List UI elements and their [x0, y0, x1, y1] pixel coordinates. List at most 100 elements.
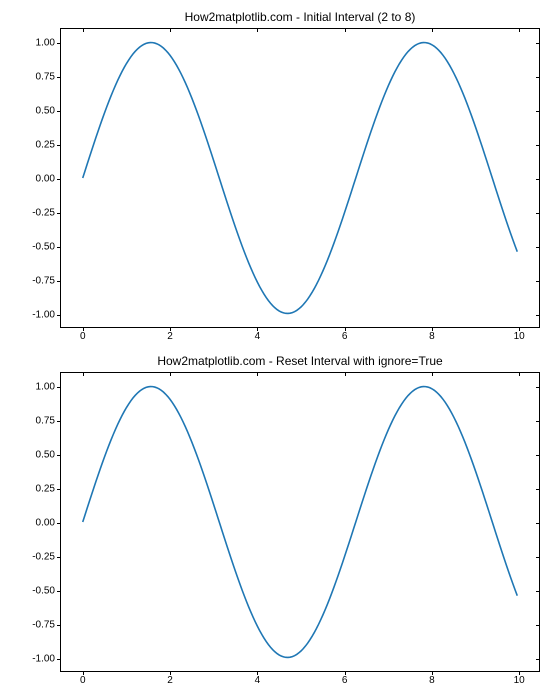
subplot-title: How2matplotlib.com - Initial Interval (2…	[60, 10, 540, 24]
xtick-mark	[519, 671, 520, 675]
ytick-mark	[57, 421, 61, 422]
ytick-label: -0.75	[32, 276, 55, 287]
ytick-label: 0.00	[36, 174, 55, 185]
xtick-mark	[432, 372, 433, 376]
ytick-mark	[536, 77, 540, 78]
ytick-mark	[57, 43, 61, 44]
ytick-mark	[57, 591, 61, 592]
ytick-mark	[536, 489, 540, 490]
xtick-label: 4	[255, 331, 261, 342]
subplot-title: How2matplotlib.com - Reset Interval with…	[60, 354, 540, 368]
xtick-mark	[257, 671, 258, 675]
figure: How2matplotlib.com - Initial Interval (2…	[0, 0, 560, 700]
xtick-mark	[170, 327, 171, 331]
ytick-label: -0.50	[32, 242, 55, 253]
ytick-mark	[536, 315, 540, 316]
ytick-mark	[57, 111, 61, 112]
xtick-mark	[170, 28, 171, 32]
ytick-mark	[536, 43, 540, 44]
ytick-mark	[536, 455, 540, 456]
ytick-mark	[57, 145, 61, 146]
xtick-mark	[345, 372, 346, 376]
ytick-label: -0.25	[32, 208, 55, 219]
xtick-mark	[432, 327, 433, 331]
xtick-mark	[519, 372, 520, 376]
ytick-mark	[536, 387, 540, 388]
xtick-label: 10	[514, 675, 525, 686]
subplot-top: How2matplotlib.com - Initial Interval (2…	[60, 28, 540, 328]
subplot-bottom: How2matplotlib.com - Reset Interval with…	[60, 372, 540, 672]
xtick-mark	[519, 28, 520, 32]
series-line	[83, 43, 518, 314]
plot-area: -1.00-0.75-0.50-0.250.000.250.500.751.00…	[60, 28, 540, 328]
ytick-mark	[536, 179, 540, 180]
xtick-mark	[170, 372, 171, 376]
ytick-label: -0.75	[32, 620, 55, 631]
ytick-mark	[57, 77, 61, 78]
xtick-mark	[432, 671, 433, 675]
line-chart-svg	[61, 29, 539, 327]
ytick-label: 0.00	[36, 518, 55, 529]
ytick-label: 0.75	[36, 71, 55, 82]
xtick-mark	[257, 372, 258, 376]
xtick-label: 0	[80, 331, 86, 342]
ytick-mark	[536, 145, 540, 146]
ytick-label: 0.25	[36, 483, 55, 494]
xtick-mark	[257, 327, 258, 331]
xtick-label: 6	[342, 675, 348, 686]
ytick-label: 0.50	[36, 449, 55, 460]
xtick-label: 10	[514, 331, 525, 342]
ytick-mark	[536, 281, 540, 282]
ytick-mark	[57, 455, 61, 456]
ytick-mark	[536, 625, 540, 626]
ytick-label: -0.50	[32, 586, 55, 597]
xtick-label: 4	[255, 675, 261, 686]
ytick-label: -0.25	[32, 552, 55, 563]
ytick-mark	[57, 247, 61, 248]
xtick-mark	[83, 28, 84, 32]
ytick-mark	[57, 213, 61, 214]
ytick-mark	[57, 315, 61, 316]
ytick-mark	[57, 659, 61, 660]
ytick-mark	[57, 625, 61, 626]
xtick-label: 2	[167, 331, 173, 342]
ytick-mark	[57, 557, 61, 558]
ytick-label: -1.00	[32, 310, 55, 321]
xtick-mark	[83, 671, 84, 675]
ytick-label: 1.00	[36, 381, 55, 392]
ytick-mark	[536, 421, 540, 422]
xtick-label: 6	[342, 331, 348, 342]
ytick-label: 1.00	[36, 37, 55, 48]
xtick-label: 8	[429, 675, 435, 686]
ytick-mark	[57, 179, 61, 180]
ytick-mark	[57, 281, 61, 282]
ytick-mark	[536, 213, 540, 214]
ytick-mark	[536, 111, 540, 112]
line-chart-svg	[61, 373, 539, 671]
ytick-label: 0.25	[36, 139, 55, 150]
ytick-mark	[536, 659, 540, 660]
xtick-mark	[170, 671, 171, 675]
ytick-mark	[536, 523, 540, 524]
xtick-mark	[432, 28, 433, 32]
xtick-label: 0	[80, 675, 86, 686]
ytick-mark	[57, 523, 61, 524]
xtick-label: 2	[167, 675, 173, 686]
xtick-mark	[345, 327, 346, 331]
ytick-mark	[57, 387, 61, 388]
ytick-mark	[536, 247, 540, 248]
xtick-mark	[83, 327, 84, 331]
plot-area: -1.00-0.75-0.50-0.250.000.250.500.751.00…	[60, 372, 540, 672]
xtick-mark	[345, 28, 346, 32]
xtick-mark	[519, 327, 520, 331]
series-line	[83, 387, 518, 658]
ytick-mark	[536, 557, 540, 558]
xtick-label: 8	[429, 331, 435, 342]
ytick-label: 0.50	[36, 105, 55, 116]
ytick-label: 0.75	[36, 415, 55, 426]
xtick-mark	[345, 671, 346, 675]
ytick-mark	[57, 489, 61, 490]
xtick-mark	[257, 28, 258, 32]
ytick-label: -1.00	[32, 654, 55, 665]
xtick-mark	[83, 372, 84, 376]
